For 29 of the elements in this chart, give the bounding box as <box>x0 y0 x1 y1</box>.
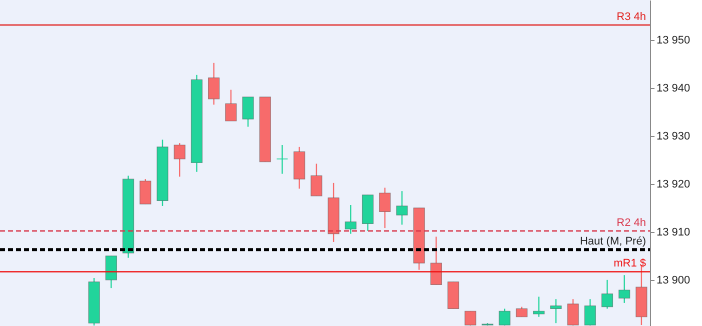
candlestick <box>430 236 442 286</box>
candlestick <box>140 178 152 205</box>
candlestick <box>344 204 356 234</box>
candlestick <box>242 96 254 128</box>
candlestick <box>516 306 528 318</box>
candlestick <box>396 190 408 226</box>
candlestick <box>584 298 596 326</box>
ref-line-label: Haut (M, Pré) <box>580 236 646 248</box>
y-tick-label: 13 940 <box>656 82 690 94</box>
candlestick <box>618 274 630 304</box>
y-tick-label: 13 920 <box>656 178 690 190</box>
candlestick <box>464 310 476 326</box>
y-tick-label: 13 930 <box>656 130 690 142</box>
candlestick <box>533 296 545 318</box>
candlestick <box>310 163 322 196</box>
ref-line-label: mR1 $ <box>614 258 646 270</box>
ref-line-label: R3 4h <box>616 10 646 23</box>
y-tick-label: 13 900 <box>656 274 690 286</box>
y-tick-label: 13 950 <box>656 34 690 46</box>
candlestick <box>174 142 186 178</box>
y-tick-label: 13 910 <box>656 226 690 238</box>
candlestick <box>550 298 562 324</box>
candlestick <box>379 187 391 229</box>
candlestick <box>208 62 220 106</box>
candlestick <box>225 89 237 122</box>
candlestick <box>498 308 510 326</box>
ref-line-label: R2 4h <box>616 216 646 229</box>
candlestick <box>601 279 614 310</box>
candlestick <box>567 298 579 326</box>
